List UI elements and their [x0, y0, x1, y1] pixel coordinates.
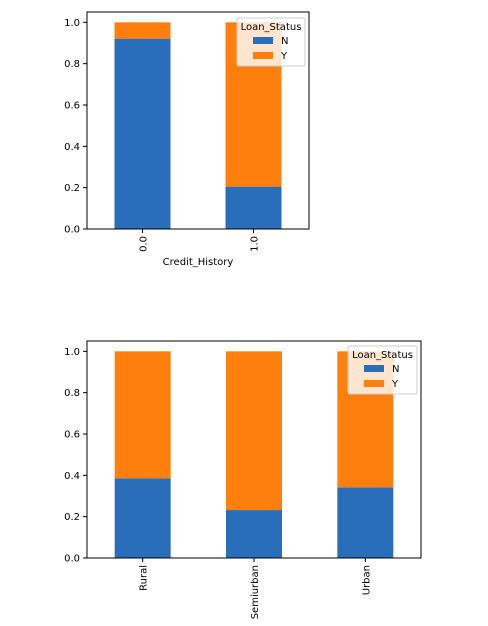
y-tick-label: 0.2: [64, 183, 80, 194]
y-tick-label: 0.8: [64, 59, 80, 70]
y-tick-label: 1.0: [64, 347, 80, 358]
legend-title: Loan_Status: [241, 22, 302, 33]
bar-n-2: [337, 487, 394, 558]
bar-n-1: [225, 186, 282, 229]
legend-swatch-y: [364, 380, 384, 387]
axes-frame: [86, 340, 422, 559]
x-tick-label: Urban: [361, 565, 372, 595]
x-tick-label: Semiurban: [250, 565, 261, 619]
axes-frame: [86, 11, 310, 230]
y-tick-label: 0.6: [64, 101, 80, 112]
bar-y-0: [114, 22, 171, 39]
y-tick-label: 0.2: [64, 512, 80, 523]
y-tick-label: 0.0: [64, 225, 80, 236]
legend-label-n: N: [392, 364, 399, 375]
bar-n-0: [114, 38, 171, 229]
x-tick-label: 0.0: [139, 236, 150, 252]
legend-label-y: Y: [391, 379, 399, 390]
x-tick-label: 1.0: [250, 236, 261, 252]
bar-y-1: [226, 351, 282, 511]
bar-y-0: [114, 351, 171, 479]
y-tick-label: 0.4: [64, 471, 80, 482]
x-axis-label: Credit_History: [163, 257, 234, 268]
legend-title: Loan_Status: [352, 350, 413, 361]
y-tick-label: 0.0: [64, 554, 80, 565]
y-tick-label: 1.0: [64, 18, 80, 29]
y-tick-label: 0.6: [64, 430, 80, 441]
x-tick-label: Rural: [139, 565, 150, 591]
bar-n-0: [114, 478, 171, 558]
y-tick-label: 0.4: [64, 142, 80, 153]
legend-swatch-y: [253, 52, 273, 59]
legend-label-y: Y: [280, 51, 288, 62]
legend-swatch-n: [364, 365, 384, 372]
bar-n-1: [226, 510, 282, 558]
legend-swatch-n: [253, 37, 273, 44]
y-tick-label: 0.8: [64, 388, 80, 399]
legend-label-n: N: [281, 36, 288, 47]
